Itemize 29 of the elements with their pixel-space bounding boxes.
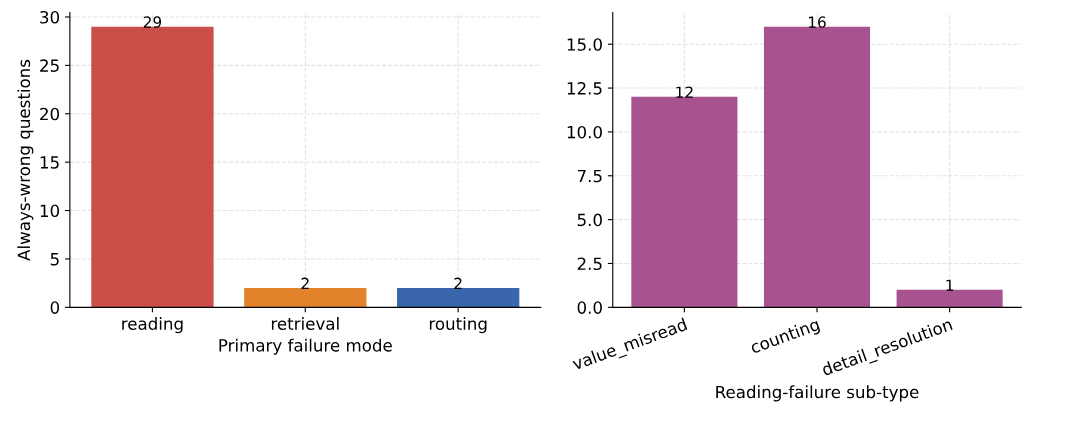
x-tick-label: reading xyxy=(122,317,183,334)
y-tick-label: 15 xyxy=(40,156,59,169)
data-label: 12 xyxy=(676,86,693,98)
x-tick-label: routing xyxy=(429,317,487,334)
y-tick-label: 0.0 xyxy=(577,301,602,314)
y-tick-label: 10.0 xyxy=(567,125,602,139)
data-label: 2 xyxy=(301,277,309,289)
data-label: 29 xyxy=(143,16,162,28)
y-tick-label: 7.5 xyxy=(577,169,602,183)
y-tick-label: 15.0 xyxy=(567,38,602,51)
y-tick-label: 2.5 xyxy=(577,257,602,271)
y-tick-label: 20 xyxy=(40,107,60,121)
bar xyxy=(896,289,1003,308)
y-tick-label: 0 xyxy=(50,301,60,314)
y-tick-label: 5.0 xyxy=(577,213,602,227)
y-tick-label: 25 xyxy=(40,59,59,72)
data-label: 1 xyxy=(946,279,954,291)
y-tick-label: 12.5 xyxy=(567,82,602,95)
x-tick-label: retrieval xyxy=(271,317,339,330)
data-label: 16 xyxy=(808,16,826,28)
y-tick-label: 5 xyxy=(50,253,59,266)
y-tick-label: 10 xyxy=(40,204,60,218)
bar xyxy=(763,26,871,308)
bar xyxy=(631,96,738,308)
x-axis-title: Reading-failure sub-type xyxy=(716,385,919,402)
x-axis-title: Primary failure mode xyxy=(219,338,392,355)
y-tick-label: 30 xyxy=(40,10,60,24)
data-label: 2 xyxy=(454,277,462,289)
y-axis-title: Always-wrong questions xyxy=(17,59,34,261)
